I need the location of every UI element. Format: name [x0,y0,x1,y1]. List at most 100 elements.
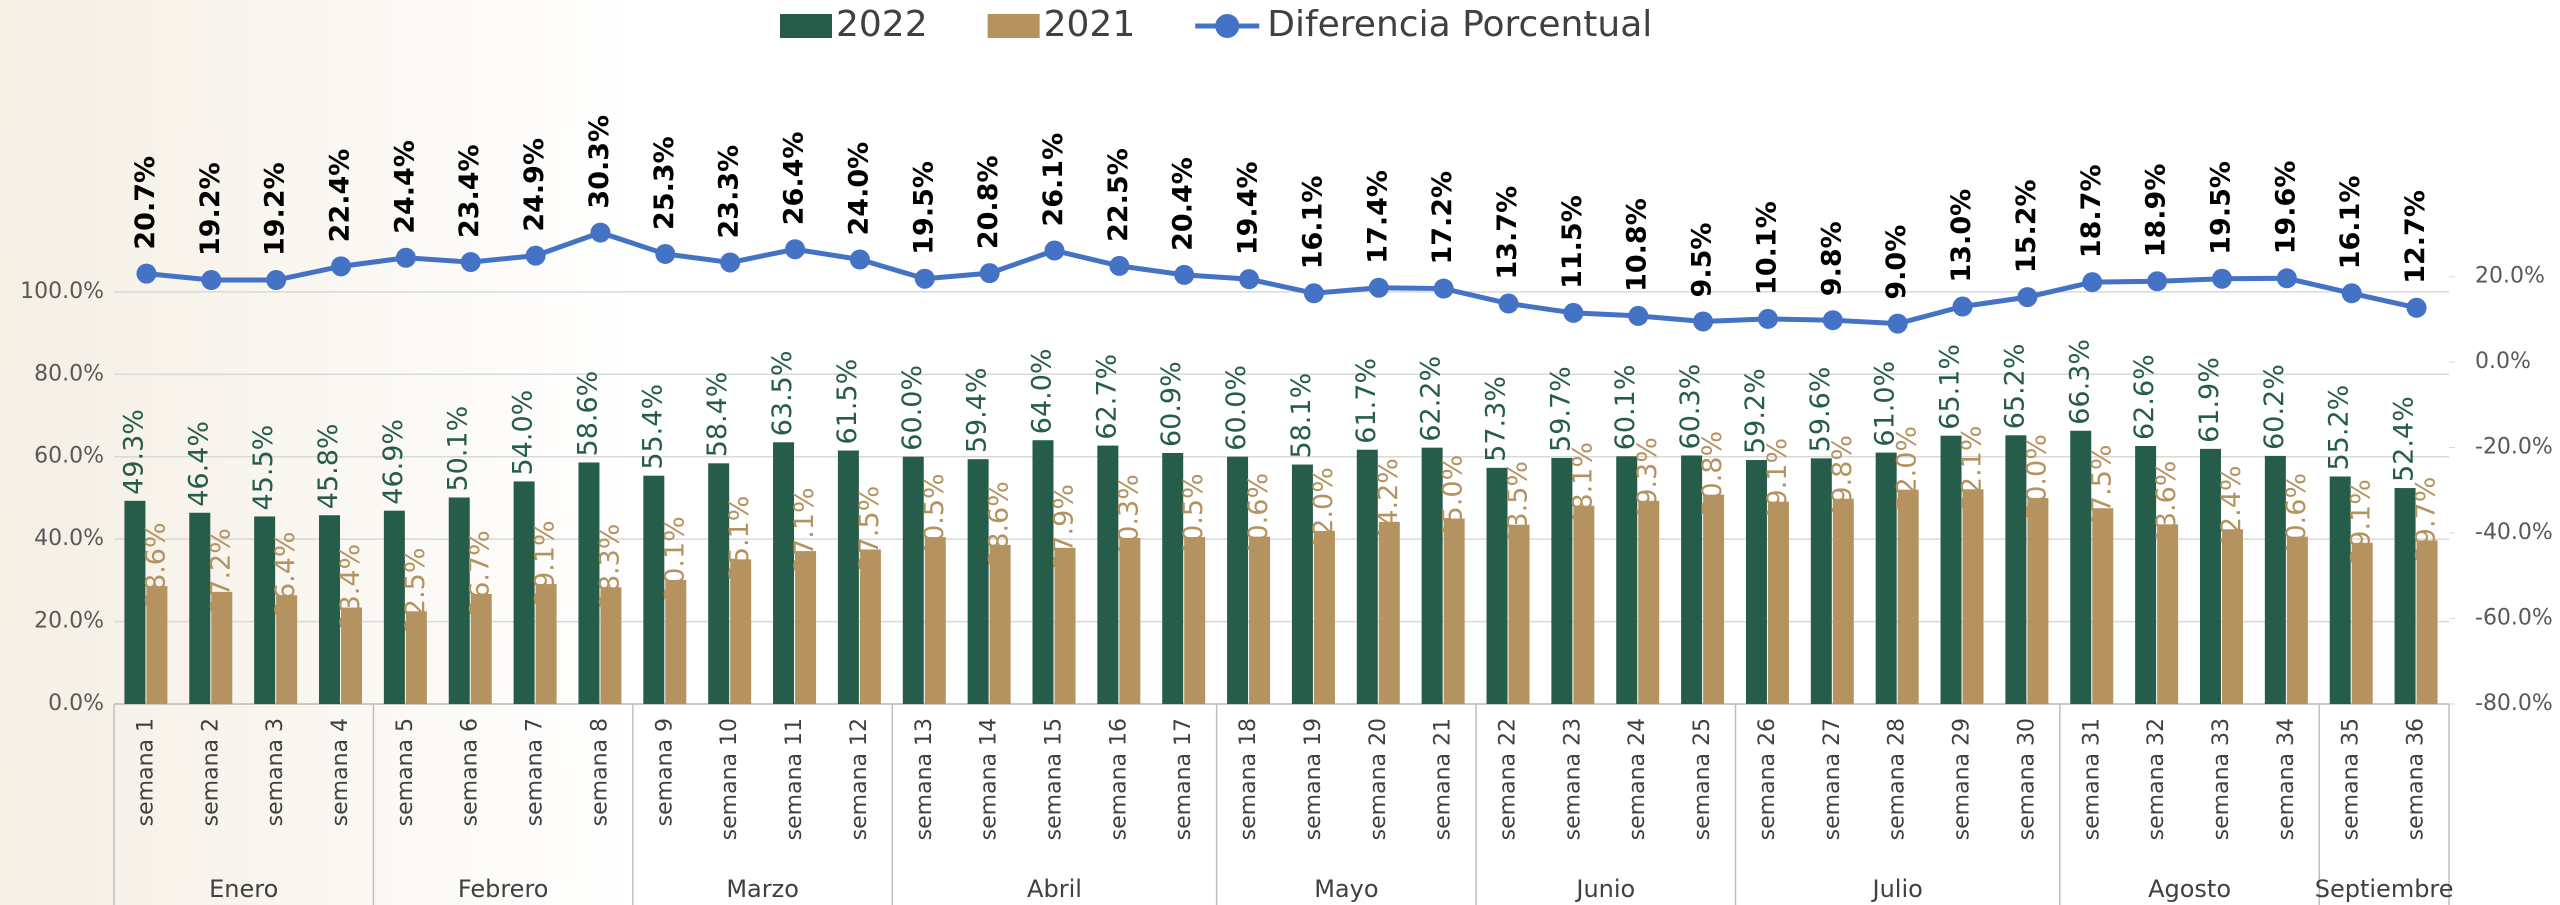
data-label: 9.8% [1816,221,1847,296]
data-label: 52.1% [1957,425,1988,511]
data-label: 42.0% [1308,467,1339,553]
x-tick-label: semana 10 [717,718,742,840]
y-tick-label: 80.0% [34,361,104,386]
month-label: Junio [1574,875,1635,903]
data-label: 60.9% [1156,361,1187,447]
data-label: 16.1% [1297,176,1328,270]
data-label: 37.1% [789,487,820,573]
data-label: 60.0% [897,365,928,451]
data-label: 37.5% [854,486,885,572]
x-tick-label: semana 5 [393,718,418,826]
line-marker [2407,298,2427,318]
line-marker [266,270,286,290]
x-tick-label: semana 8 [587,718,612,826]
x-tick-label: semana 23 [1560,718,1585,840]
bar [2352,543,2373,704]
data-label: 66.3% [2064,339,2095,425]
y-tick-label: 0.0% [48,691,104,716]
legend-label: 2022 [836,4,928,45]
line-marker [2212,269,2232,289]
line-marker [201,270,221,290]
bar [1573,506,1594,704]
y2-tick-label: 20.0% [2475,264,2545,289]
data-label: 19.2% [195,162,226,256]
x-tick-label: semana 35 [2339,718,2364,840]
data-label: 19.6% [2270,161,2301,255]
x-tick-label: semana 31 [2079,718,2104,840]
x-tick-label: semana 22 [1496,718,1521,840]
x-tick-label: semana 33 [2209,718,2234,840]
x-tick-label: semana 34 [2274,718,2299,840]
x-tick-label: semana 7 [523,718,548,826]
data-label: 47.5% [2086,444,2117,530]
month-label: Marzo [726,875,799,903]
y2-tick-label: -40.0% [2475,520,2553,545]
bar [2222,529,2243,704]
line-marker [785,239,805,259]
data-label: 49.8% [1827,435,1858,521]
data-label: 13.0% [1946,189,1977,283]
data-label: 50.8% [1697,431,1728,517]
data-label: 40.6% [2281,473,2312,559]
x-tick-label: semana 20 [1366,718,1391,840]
data-label: 59.7% [1545,366,1576,452]
data-label: 61.9% [2194,357,2225,443]
data-label: 50.0% [2021,434,2052,520]
x-tick-label: semana 21 [1431,718,1456,840]
legend-swatch [780,14,832,38]
data-label: 19.4% [1233,161,1264,255]
line-marker [461,252,481,272]
month-label: Abril [1027,875,1082,903]
bar [1314,531,1335,704]
bar [860,549,881,704]
data-label: 20.7% [130,156,161,250]
x-tick-label: semana 9 [652,718,677,826]
data-label: 61.7% [1351,358,1382,444]
month-label: Febrero [458,875,549,903]
data-label: 40.6% [1243,473,1274,559]
y-tick-label: 100.0% [20,279,104,304]
y2-tick-label: 0.0% [2475,349,2531,374]
x-tick-label: semana 16 [1106,718,1131,840]
legend-label: Diferencia Porcentual [1267,4,1652,45]
data-label: 22.5% [1103,148,1134,242]
data-label: 58.4% [702,372,733,458]
data-label: 24.9% [519,138,550,232]
data-label: 57.3% [1481,376,1512,462]
line-marker [655,244,675,264]
bar [1444,519,1465,704]
legend-swatch [988,14,1040,38]
x-tick-label: semana 24 [1625,718,1650,840]
data-label: 26.1% [1038,133,1069,227]
line-marker [2342,283,2362,303]
chart: 0.0%20.0%40.0%60.0%80.0%100.0%-80.0%-60.… [0,0,2560,905]
data-label: 45.5% [248,425,279,511]
data-label: 27.2% [205,528,236,614]
x-tick-label: semana 28 [1885,718,1910,840]
bar [1119,538,1140,704]
data-label: 44.2% [1373,458,1404,544]
data-label: 64.0% [1026,348,1057,434]
bar [990,545,1011,704]
data-label: 11.5% [1557,195,1588,289]
x-tick-label: semana 30 [2014,718,2039,840]
line-marker [331,256,351,276]
x-tick-label: semana 19 [1301,718,1326,840]
bar [2092,508,2113,704]
x-tick-label: semana 3 [263,718,288,826]
bar [1249,537,1270,704]
bar [1054,548,1075,704]
bar [1768,502,1789,704]
y-tick-label: 20.0% [34,609,104,634]
month-label: Agosto [2148,875,2231,903]
bar [1833,499,1854,704]
data-label: 59.4% [962,367,993,453]
line-marker [1953,297,1973,317]
x-tick-label: semana 12 [847,718,872,840]
data-label: 20.4% [1168,157,1199,251]
data-label: 39.1% [2346,479,2377,565]
x-tick-label: semana 17 [1171,718,1196,840]
data-label: 48.1% [1567,442,1598,528]
month-label: Enero [209,875,278,903]
line-marker [590,223,610,243]
